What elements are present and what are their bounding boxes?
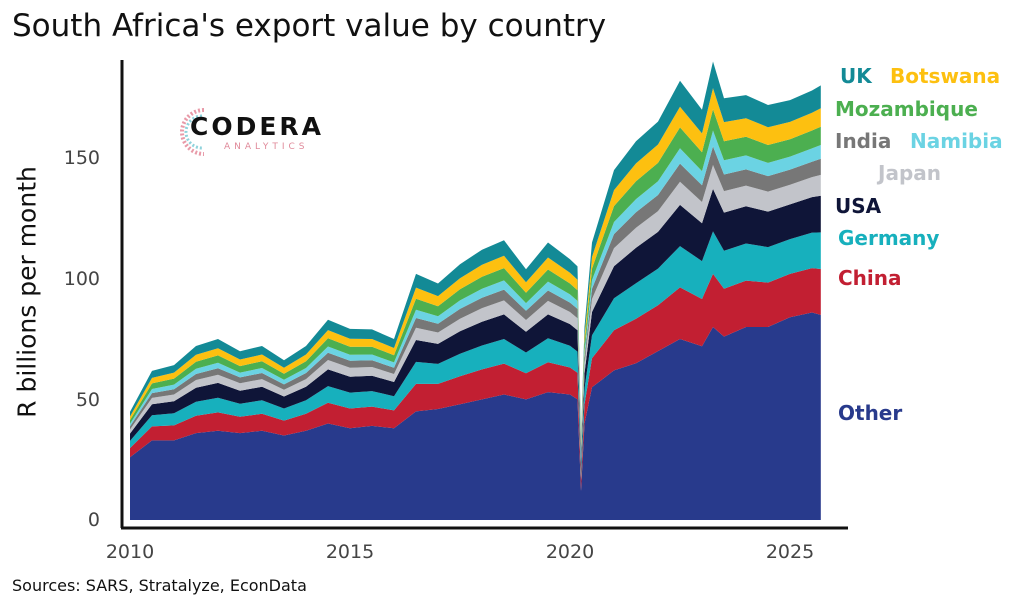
legend-india: India — [835, 129, 892, 153]
x-tick-label: 2015 — [325, 541, 375, 563]
logo-text: CODERA — [190, 112, 325, 141]
x-tick-label: 2025 — [765, 541, 815, 563]
area-uk — [130, 61, 821, 442]
logo-mark-icon — [180, 108, 205, 156]
area-india — [130, 146, 821, 457]
area-japan — [130, 165, 821, 463]
legend-other: Other — [838, 401, 903, 425]
y-tick-label: 150 — [63, 147, 100, 169]
area-germany — [130, 231, 821, 480]
legend-usa: USA — [835, 194, 882, 218]
legend-namibia: Namibia — [910, 129, 1003, 153]
area-layers — [130, 61, 821, 520]
area-usa — [130, 188, 821, 471]
legend-china: China — [838, 266, 902, 290]
area-botswana — [130, 88, 821, 446]
x-tick-label: 2010 — [105, 541, 155, 563]
area-namibia — [130, 130, 821, 454]
source-note: Sources: SARS, Stratalyze, EconData — [12, 576, 307, 595]
legend-germany: Germany — [838, 226, 940, 250]
x-tick-label: 2020 — [545, 541, 595, 563]
y-tick-label: 100 — [63, 268, 100, 290]
y-tick-label: 0 — [87, 509, 100, 531]
legend-mozambique: Mozambique — [835, 97, 978, 121]
area-mozambique — [130, 109, 821, 450]
legend-uk: UK — [840, 64, 872, 88]
logo-subtext: ANALYTICS — [224, 142, 309, 152]
y-axis-label: R billions per month — [12, 166, 42, 418]
chart-title: South Africa's export value by country — [12, 8, 607, 44]
y-tick-label: 50 — [75, 389, 100, 411]
legend-botswana: Botswana — [890, 64, 1001, 88]
area-china — [130, 268, 821, 491]
area-other — [130, 312, 821, 520]
legend-japan: Japan — [878, 161, 941, 185]
